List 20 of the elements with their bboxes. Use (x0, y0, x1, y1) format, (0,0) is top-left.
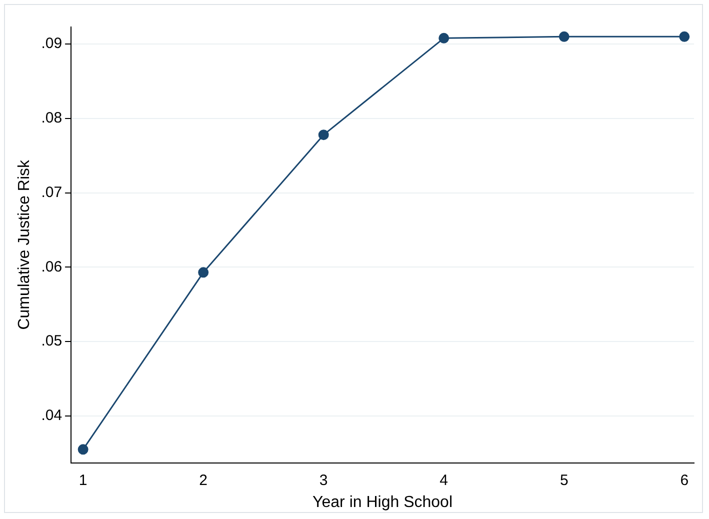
x-tick-label: 3 (319, 472, 328, 489)
point (558, 31, 570, 42)
point (198, 267, 209, 278)
x-tick-label: 5 (560, 472, 568, 489)
x-axis-title: Year in High School (312, 494, 453, 511)
x-tick-label: 1 (78, 472, 88, 489)
y-tick-label: .09 (41, 35, 62, 52)
y-axis-title: Cumulative Justice Risk (16, 158, 34, 330)
y-tick-label: .05 (41, 332, 62, 350)
y-tick-label: .04 (41, 407, 62, 424)
y-tick-label: .06 (41, 258, 62, 276)
point (78, 444, 88, 455)
x-tick-label: 2 (199, 472, 208, 489)
y-tick-label: .08 (41, 110, 62, 127)
point (679, 31, 690, 42)
point (438, 32, 450, 44)
y-tick-label: .07 (41, 184, 62, 201)
x-tick-label: 6 (680, 472, 689, 489)
x-tick-label: 4 (440, 472, 448, 489)
point (318, 130, 329, 140)
